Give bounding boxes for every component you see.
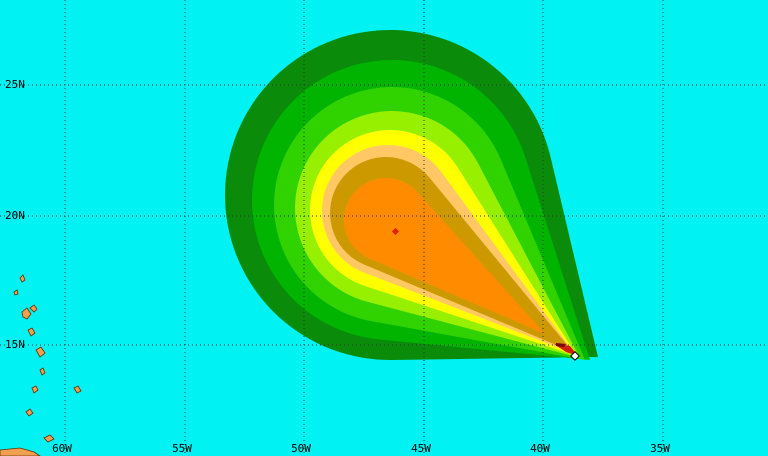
storm-position [570,351,580,361]
islands [0,274,82,456]
probability-swath [224,29,598,361]
longitude-label: 35W [650,442,670,455]
graticule-labels: 25N 20N 15N 60W 55W 50W 45W 40W 35W [5,78,670,455]
high-band [554,344,578,356]
probability-band [344,178,545,334]
longitude-label: 55W [172,442,192,455]
longitude-label: 50W [291,442,311,455]
latitude-label: 15N [5,338,25,351]
latitude-label: 20N [5,209,25,222]
max-point [391,227,400,236]
longitude-label: 45W [411,442,431,455]
latitude-label: 25N [5,78,25,91]
longitude-label: 60W [52,442,72,455]
longitude-label: 40W [530,442,550,455]
